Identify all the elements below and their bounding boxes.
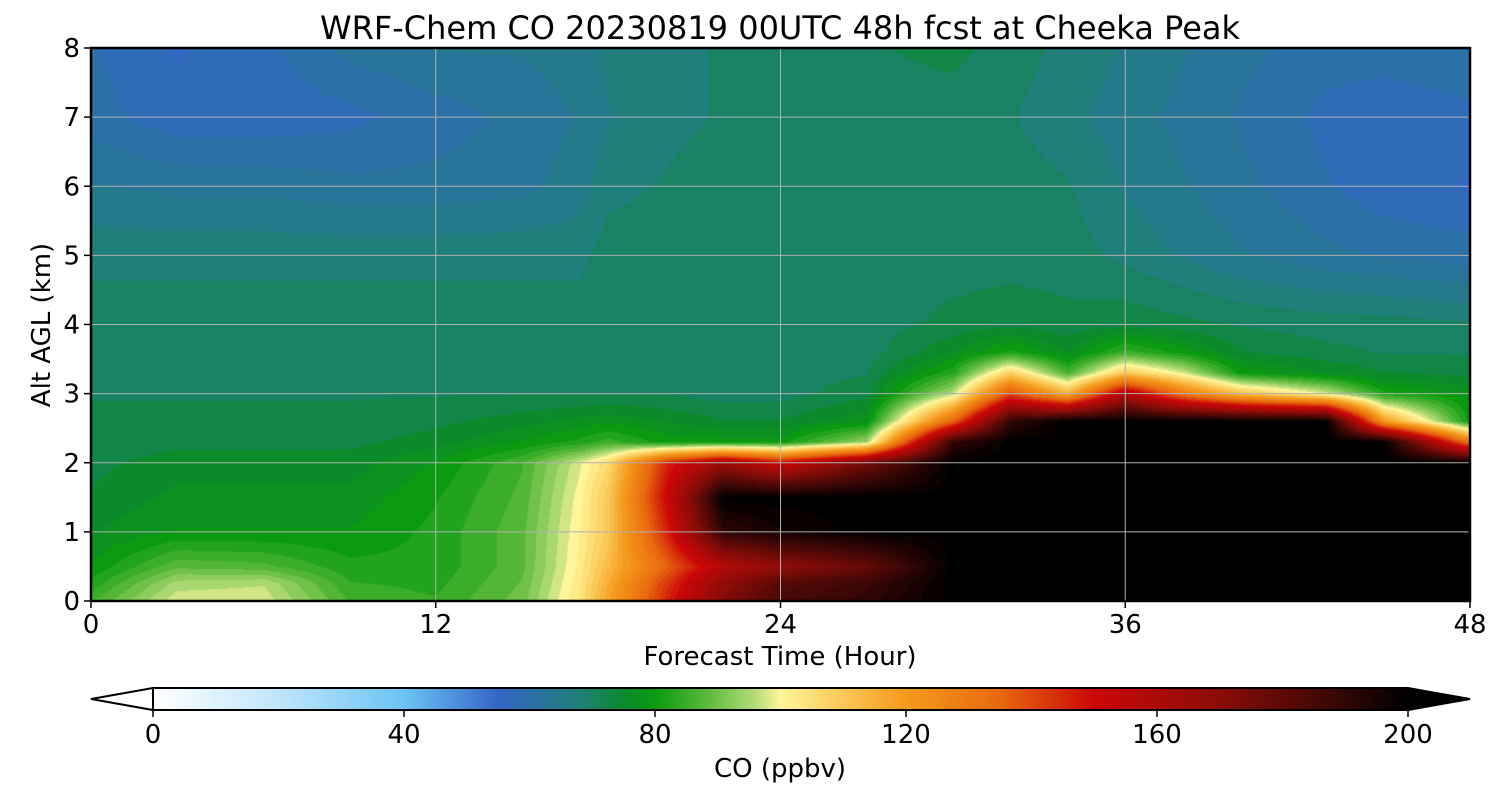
- y-tick-label: 2: [63, 449, 80, 479]
- x-tick-label: 48: [1453, 610, 1486, 640]
- colorbar-tick-label: 120: [881, 720, 931, 750]
- y-tick-label: 8: [63, 34, 80, 64]
- colorbar-label: CO (ppbv): [714, 754, 846, 784]
- y-tick-label: 4: [63, 311, 80, 341]
- colorbar-tick-label: 200: [1383, 720, 1433, 750]
- colorbar-high-extension: [1407, 686, 1471, 712]
- colorbar-tick-label: 160: [1132, 720, 1182, 750]
- x-tick-label: 24: [764, 610, 797, 640]
- y-tick-label: 7: [63, 103, 80, 133]
- x-axis-ticks: 0 12 24 36 48: [83, 601, 1487, 640]
- colorbar-tick-label: 80: [638, 720, 671, 750]
- y-tick-label: 1: [63, 518, 80, 548]
- x-tick-label: 36: [1109, 610, 1142, 640]
- y-tick-label: 6: [63, 172, 80, 202]
- y-axis-label: Alt AGL (km): [27, 243, 57, 407]
- chart-title: WRF-Chem CO 20230819 00UTC 48h fcst at C…: [320, 9, 1241, 47]
- x-tick-label: 0: [83, 610, 100, 640]
- x-tick-label: 12: [419, 610, 452, 640]
- colorbar-tick-label: 40: [387, 720, 420, 750]
- y-tick-label: 3: [63, 380, 80, 410]
- y-tick-label: 5: [63, 241, 80, 271]
- y-tick-label: 0: [63, 587, 80, 617]
- colorbar-ticks: 0 40 80 120 160 200: [145, 710, 1433, 750]
- colorbar-tick-label: 0: [145, 720, 162, 750]
- colorbar: 0 40 80 120 160 200 CO (ppbv): [90, 686, 1471, 784]
- y-axis-ticks: 0 1 2 3 4 5 6 7 8: [63, 34, 91, 617]
- colorbar-gradient: [152, 687, 1409, 711]
- x-axis-label: Forecast Time (Hour): [643, 642, 916, 672]
- colorbar-low-extension: [90, 686, 154, 712]
